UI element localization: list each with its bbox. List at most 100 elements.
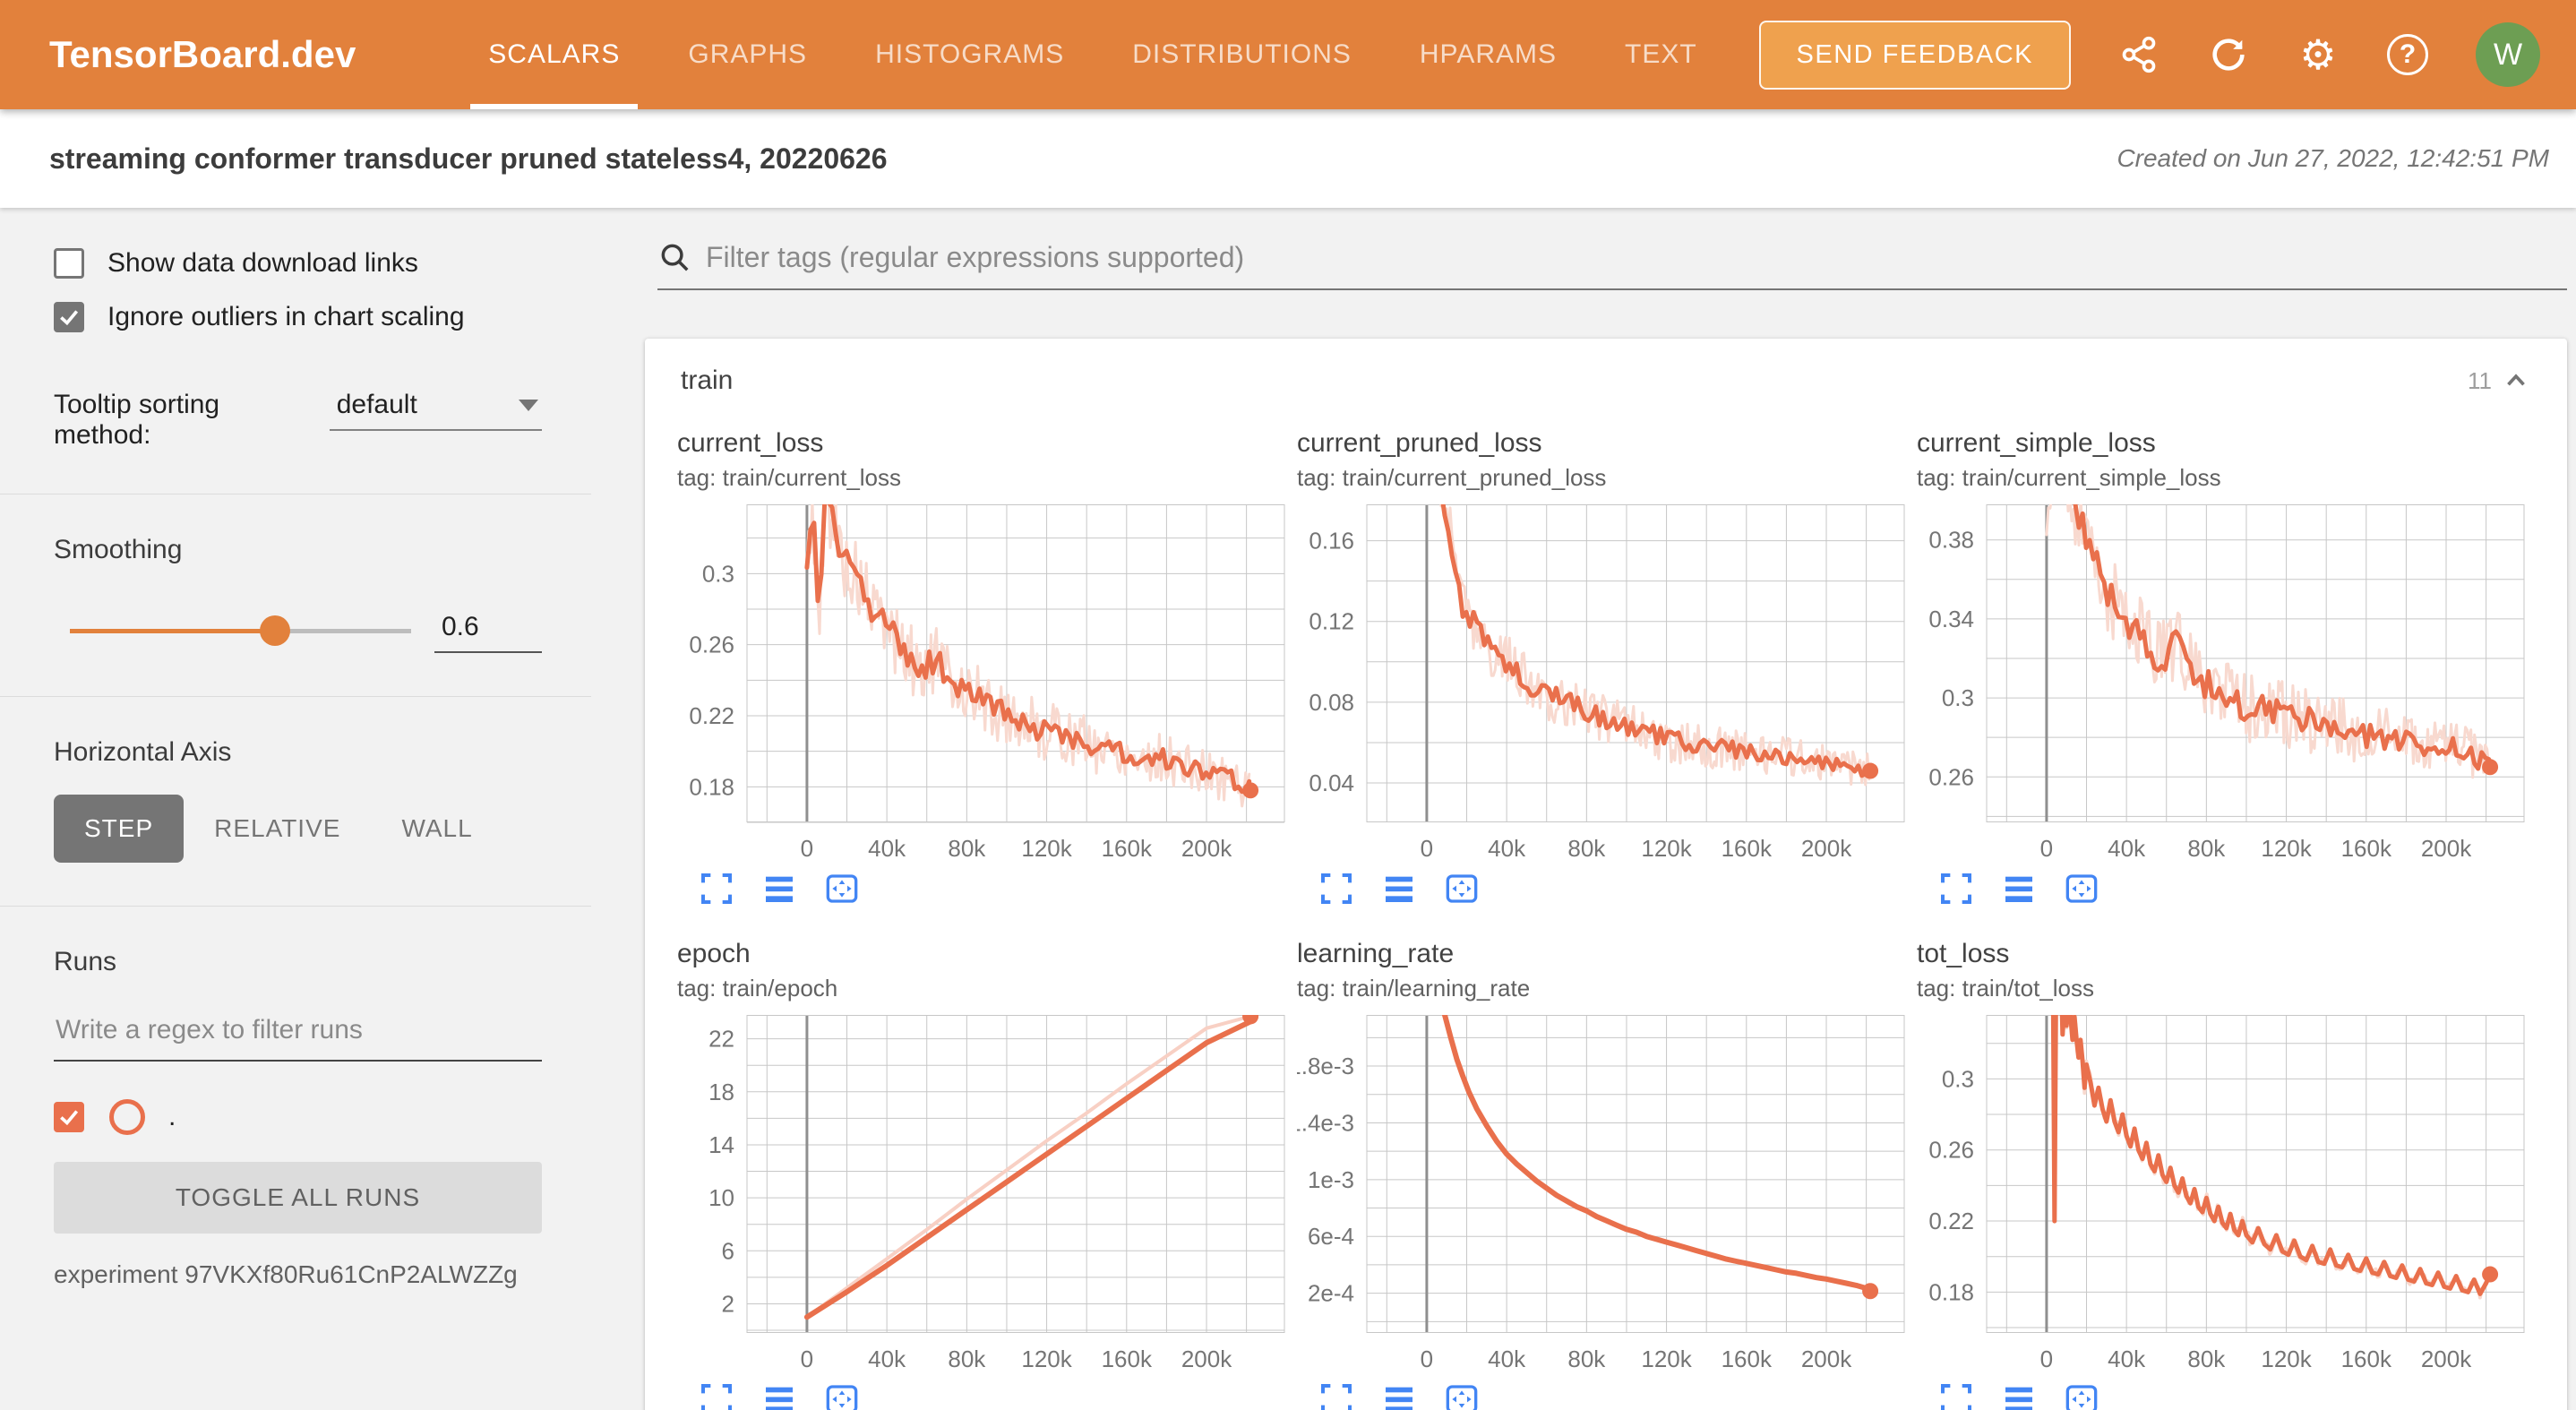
chart-title: epoch bbox=[677, 939, 751, 968]
svg-text:80k: 80k bbox=[948, 835, 986, 862]
charts-grid: current_loss tag: train/current_loss 0 40… bbox=[645, 419, 2567, 1410]
chevron-down-icon bbox=[519, 399, 538, 411]
smoothing-section: Smoothing bbox=[0, 494, 591, 697]
chart-canvas[interactable]: 0 40k 80k 120k 160k 200k 2 6 10 14 18 22 bbox=[677, 1015, 1286, 1376]
search-icon bbox=[661, 244, 689, 271]
svg-text:80k: 80k bbox=[2187, 1346, 2226, 1372]
log-scale-lines-icon[interactable] bbox=[2001, 871, 2037, 907]
run-checkbox[interactable] bbox=[54, 1102, 84, 1132]
chart-current-loss: current_loss tag: train/current_loss 0 40… bbox=[677, 428, 1286, 907]
fullscreen-icon[interactable] bbox=[1318, 1381, 1354, 1410]
log-scale-lines-icon[interactable] bbox=[1381, 871, 1417, 907]
svg-text:160k: 160k bbox=[2341, 1346, 2392, 1372]
svg-text:0.34: 0.34 bbox=[1928, 606, 1974, 632]
log-scale-lines-icon[interactable] bbox=[761, 1381, 797, 1410]
smoothing-fill bbox=[70, 628, 275, 633]
axis-wall-button[interactable]: WALL bbox=[371, 795, 502, 863]
help-icon[interactable]: ? bbox=[2386, 33, 2429, 76]
fit-domain-icon[interactable] bbox=[1444, 871, 1480, 907]
tooltip-sorting-select[interactable]: default bbox=[329, 388, 542, 431]
svg-text:0.26: 0.26 bbox=[689, 632, 734, 658]
tab-text[interactable]: TEXT bbox=[1625, 39, 1697, 69]
chart-canvas[interactable]: 0 40k 80k 120k 160k 200k 0.18 0.22 0.26 0.3 bbox=[1917, 1015, 2526, 1376]
svg-text:0: 0 bbox=[1421, 1346, 1433, 1372]
chart-title: current_simple_loss bbox=[1917, 428, 2156, 458]
chart-title: learning_rate bbox=[1297, 939, 1455, 968]
svg-text:160k: 160k bbox=[1102, 835, 1153, 862]
settings-sidebar: Show data download links Ignore outliers… bbox=[0, 208, 591, 1410]
tab-histograms[interactable]: HISTOGRAMS bbox=[875, 39, 1065, 69]
train-group-header[interactable]: train 11 bbox=[645, 339, 2567, 419]
tab-hparams[interactable]: HPARAMS bbox=[1419, 39, 1558, 69]
show-download-links-checkbox-row[interactable]: Show data download links bbox=[54, 248, 542, 279]
fullscreen-icon[interactable] bbox=[699, 1381, 734, 1410]
tab-scalars[interactable]: SCALARS bbox=[454, 0, 654, 109]
show-download-links-checkbox[interactable] bbox=[54, 248, 84, 279]
log-scale-lines-icon[interactable] bbox=[1381, 1381, 1417, 1410]
chart-canvas[interactable]: 0 40k 80k 120k 160k 200k 0.26 0.3 0.34 0.38 bbox=[1917, 504, 2526, 865]
fullscreen-icon[interactable] bbox=[1318, 871, 1354, 907]
svg-text:0.12: 0.12 bbox=[1309, 608, 1354, 635]
tab-distributions[interactable]: DISTRIBUTIONS bbox=[1132, 39, 1352, 69]
smoothing-slider-thumb[interactable] bbox=[259, 615, 290, 646]
svg-text:160k: 160k bbox=[2341, 835, 2392, 862]
svg-text:0.04: 0.04 bbox=[1309, 769, 1354, 796]
smoothing-slider[interactable] bbox=[70, 615, 411, 646]
filter-tags-row bbox=[657, 240, 2567, 290]
chart-tag: tag: train/learning_rate bbox=[1297, 975, 1531, 1002]
avatar[interactable]: W bbox=[2476, 22, 2540, 87]
show-download-links-label: Show data download links bbox=[107, 248, 418, 278]
svg-text:0.18: 0.18 bbox=[689, 773, 734, 800]
fullscreen-icon[interactable] bbox=[1938, 1381, 1974, 1410]
share-icon[interactable] bbox=[2117, 33, 2160, 76]
svg-text:120k: 120k bbox=[2261, 835, 2312, 862]
run-name: . bbox=[168, 1102, 176, 1131]
runs-filter-input[interactable] bbox=[54, 1010, 542, 1062]
svg-text:2e-4: 2e-4 bbox=[1308, 1280, 1354, 1307]
chart-canvas[interactable]: 0 40k 80k 120k 160k 200k 0.18 0.22 0.26 0.3 bbox=[677, 504, 1286, 865]
fit-domain-icon[interactable] bbox=[1444, 1381, 1480, 1410]
filter-tags-input[interactable] bbox=[706, 240, 2567, 274]
chart-learning-rate: learning_rate tag: train/learning_rate 0… bbox=[1297, 939, 1906, 1410]
header-actions: SEND FEEDBACK ⚙ ? W bbox=[1758, 20, 2540, 90]
fullscreen-icon[interactable] bbox=[1938, 871, 1974, 907]
chart-tot-loss: tot_loss tag: train/tot_loss 0 40k 80k 120k… bbox=[1917, 939, 2526, 1410]
svg-text:0: 0 bbox=[801, 835, 813, 862]
tab-graphs[interactable]: GRAPHS bbox=[688, 39, 808, 69]
fit-domain-icon[interactable] bbox=[824, 871, 860, 907]
log-scale-lines-icon[interactable] bbox=[761, 871, 797, 907]
fit-domain-icon[interactable] bbox=[824, 1381, 860, 1410]
svg-text:6e-4: 6e-4 bbox=[1308, 1223, 1354, 1250]
svg-text:6: 6 bbox=[722, 1237, 734, 1264]
refresh-icon[interactable] bbox=[2207, 33, 2250, 76]
chart-canvas[interactable]: 0 40k 80k 120k 160k 200k 2e-4 6e-4 1e-3 1.4e-3 1.8… bbox=[1297, 1015, 1906, 1376]
smoothing-value-input[interactable] bbox=[434, 608, 542, 653]
page-title: streaming conformer transducer pruned st… bbox=[49, 142, 888, 175]
svg-text:80k: 80k bbox=[948, 1346, 986, 1372]
svg-text:0.08: 0.08 bbox=[1309, 689, 1354, 716]
svg-text:120k: 120k bbox=[1641, 1346, 1692, 1372]
ignore-outliers-checkbox-row[interactable]: Ignore outliers in chart scaling bbox=[54, 302, 542, 332]
send-feedback-button[interactable]: SEND FEEDBACK bbox=[1758, 20, 2071, 90]
horizontal-axis-label: Horizontal Axis bbox=[54, 737, 232, 767]
runs-label: Runs bbox=[54, 947, 117, 976]
chart-tag: tag: train/current_pruned_loss bbox=[1297, 464, 1607, 491]
fullscreen-icon[interactable] bbox=[699, 871, 734, 907]
axis-relative-button[interactable]: RELATIVE bbox=[184, 795, 371, 863]
svg-text:40k: 40k bbox=[1488, 1346, 1526, 1372]
chevron-up-icon[interactable] bbox=[2501, 365, 2531, 396]
fit-domain-icon[interactable] bbox=[2064, 871, 2099, 907]
created-timestamp: Created on Jun 27, 2022, 12:42:51 PM bbox=[2117, 144, 2549, 172]
ignore-outliers-checkbox[interactable] bbox=[54, 302, 84, 332]
toggle-all-runs-button[interactable]: TOGGLE ALL RUNS bbox=[54, 1162, 542, 1234]
axis-step-button[interactable]: STEP bbox=[54, 795, 185, 863]
experiment-title-bar: streaming conformer transducer pruned st… bbox=[0, 109, 2576, 208]
settings-gear-icon[interactable]: ⚙ bbox=[2299, 30, 2337, 79]
log-scale-lines-icon[interactable] bbox=[2001, 1381, 2037, 1410]
fit-domain-icon[interactable] bbox=[2064, 1381, 2099, 1410]
svg-text:0: 0 bbox=[1421, 835, 1433, 862]
chart-canvas[interactable]: 0 40k 80k 120k 160k 200k 0.04 0.08 0.12 0.16 bbox=[1297, 504, 1906, 865]
svg-text:200k: 200k bbox=[2421, 1346, 2472, 1372]
train-group-card: train 11 current_loss tag: train/current… bbox=[645, 339, 2567, 1410]
run-row[interactable]: . bbox=[54, 1099, 542, 1135]
